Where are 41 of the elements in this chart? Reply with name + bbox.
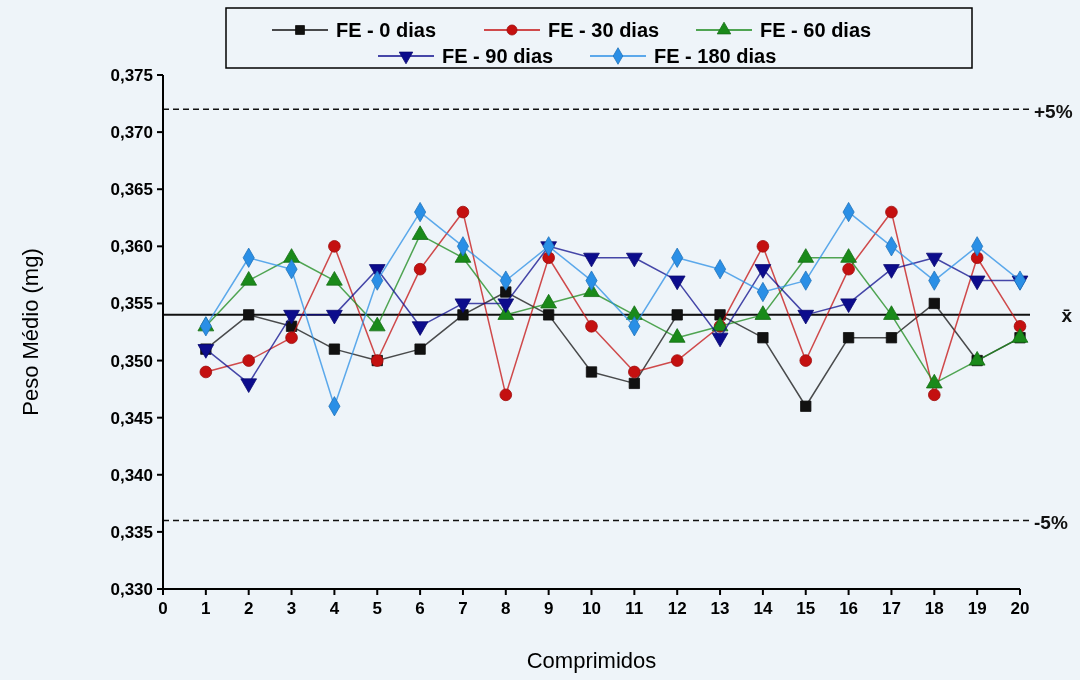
y-tick-label: 0,345 <box>110 408 153 428</box>
x-tick-label: 3 <box>286 599 297 618</box>
x-tick-label: 20 <box>1010 599 1030 618</box>
x-tick-label: 4 <box>329 599 340 618</box>
x-tick-label: 14 <box>753 599 773 618</box>
x-axis-title: Comprimidos <box>526 648 657 673</box>
x-tick-label: 6 <box>415 599 425 618</box>
y-tick-label: 0,335 <box>110 522 153 542</box>
x-tick-label: 11 <box>625 599 644 618</box>
x-tick-label: 12 <box>667 599 687 618</box>
x-tick-label: 10 <box>582 599 601 618</box>
x-tick-label: 15 <box>796 599 816 618</box>
x-tick-label: 5 <box>372 599 382 618</box>
x-tick-label: 19 <box>967 599 987 618</box>
y-axis-title: Peso Médio (mg) <box>18 248 43 416</box>
legend-label: FE - 30 dias <box>548 19 660 41</box>
y-tick-label: 0,375 <box>110 66 153 85</box>
legend-label: FE - 0 dias <box>336 19 437 41</box>
legend-label: FE - 60 dias <box>760 19 872 41</box>
x-tick-label: 9 <box>543 599 554 618</box>
y-tick-label: 0,360 <box>110 237 153 257</box>
x-tick-label: 2 <box>243 599 254 618</box>
x-tick-label: 16 <box>839 599 859 618</box>
y-tick-label: 0,350 <box>110 351 153 371</box>
x-tick-label: 0 <box>158 599 168 618</box>
x-tick-label: 7 <box>458 599 468 618</box>
y-tick-label: 0,330 <box>110 580 153 599</box>
legend-label: FE - 180 dias <box>654 45 777 67</box>
y-tick-label: 0,370 <box>110 123 153 143</box>
y-tick-label: 0,340 <box>110 465 153 485</box>
x-tick-label: 8 <box>501 599 511 618</box>
y-tick-label: 0,365 <box>110 180 153 200</box>
annotation: +5% <box>1034 101 1073 123</box>
x-tick-label: 18 <box>924 599 944 618</box>
ref-line-label: x̄ <box>1061 304 1073 326</box>
legend-label: FE - 90 dias <box>442 45 554 67</box>
x-tick-label: 13 <box>710 599 730 618</box>
y-tick-label: 0,355 <box>110 294 153 314</box>
annotation: -5% <box>1034 512 1068 534</box>
x-tick-label: 1 <box>201 599 211 618</box>
x-tick-label: 17 <box>881 599 901 618</box>
